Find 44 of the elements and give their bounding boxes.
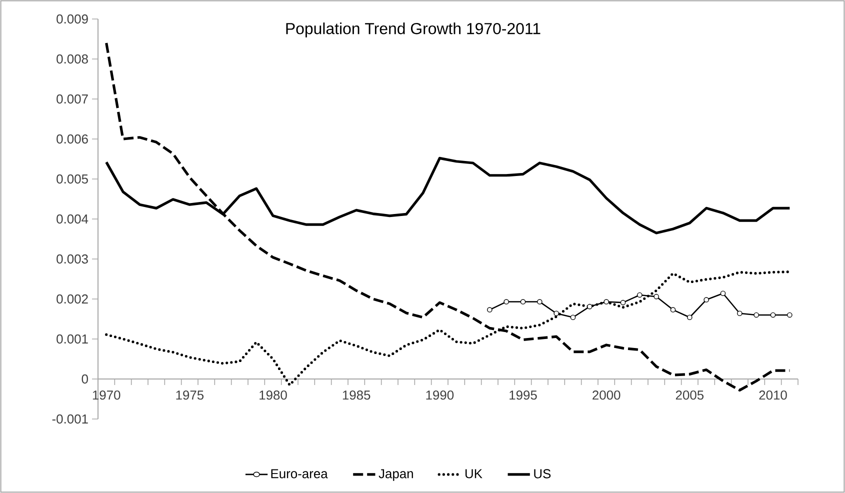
point (504, 299, 509, 304)
y-tick-label: 0.001 (56, 334, 88, 344)
x-tick-label: 1985 (342, 390, 370, 400)
legend-label: Japan (378, 469, 413, 481)
y-tick-label: 0.003 (56, 254, 88, 264)
y-tick-label: 0.007 (56, 94, 88, 104)
x-tick-label: 1980 (260, 390, 287, 400)
y-tick-label: 0.002 (56, 294, 88, 304)
legend-label: Euro-area (271, 469, 328, 478)
point (487, 307, 492, 312)
x-tick-label: 2000 (592, 390, 620, 400)
x-tick-label: 1970 (92, 390, 120, 400)
y-tick-label: 0.008 (56, 54, 88, 64)
y-tick-label: 0 (82, 374, 88, 384)
point (620, 300, 626, 306)
point (754, 312, 759, 318)
point (687, 314, 692, 320)
chart-title: Population Trend Growth 1970-2011 (286, 22, 540, 38)
x-tick-label: 1990 (426, 390, 454, 400)
y-tick-label: 0.006 (56, 134, 88, 144)
point (704, 297, 709, 302)
point (570, 314, 576, 320)
y-tick-label: 0.005 (56, 174, 88, 184)
y-tick-label: -0.001 (52, 414, 88, 424)
point (587, 304, 592, 310)
point (537, 299, 542, 304)
x-tick-label: 2005 (676, 390, 704, 400)
legend-label: UK (466, 469, 482, 478)
y-tick-label: 0.004 (56, 214, 88, 224)
y-tick-label: 0.009 (56, 14, 88, 24)
point (720, 290, 726, 296)
point (770, 312, 776, 318)
point (670, 307, 676, 312)
point (604, 299, 609, 304)
point (520, 299, 526, 304)
point (654, 294, 659, 300)
legend-label: US (534, 469, 551, 478)
point (787, 312, 792, 318)
x-tick-label: 2010 (759, 390, 787, 400)
point (637, 292, 642, 298)
x-tick-label: 1975 (176, 390, 204, 400)
point (554, 310, 559, 316)
x-tick-label: 1995 (510, 390, 537, 400)
point (737, 310, 742, 316)
